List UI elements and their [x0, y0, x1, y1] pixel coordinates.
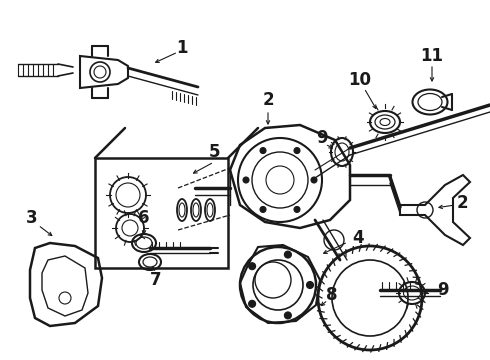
Text: 8: 8: [326, 286, 338, 304]
Circle shape: [294, 206, 300, 212]
Text: 3: 3: [26, 209, 38, 227]
Circle shape: [248, 263, 256, 270]
Text: 9: 9: [437, 281, 449, 299]
Text: 2: 2: [262, 91, 274, 109]
Circle shape: [311, 177, 317, 183]
Text: 2: 2: [456, 194, 468, 212]
Circle shape: [284, 251, 292, 258]
Text: 5: 5: [208, 143, 220, 161]
Circle shape: [248, 300, 256, 307]
Circle shape: [307, 282, 314, 288]
Text: 9: 9: [316, 129, 328, 147]
Circle shape: [243, 177, 249, 183]
Circle shape: [260, 148, 266, 154]
Circle shape: [294, 148, 300, 154]
Text: 6: 6: [138, 209, 150, 227]
Bar: [95, 158, 228, 268]
Text: 10: 10: [348, 71, 371, 89]
Circle shape: [260, 206, 266, 212]
Text: 7: 7: [150, 271, 162, 289]
Text: 4: 4: [352, 229, 364, 247]
Text: 11: 11: [420, 47, 443, 65]
Text: 1: 1: [176, 39, 188, 57]
Circle shape: [284, 312, 292, 319]
